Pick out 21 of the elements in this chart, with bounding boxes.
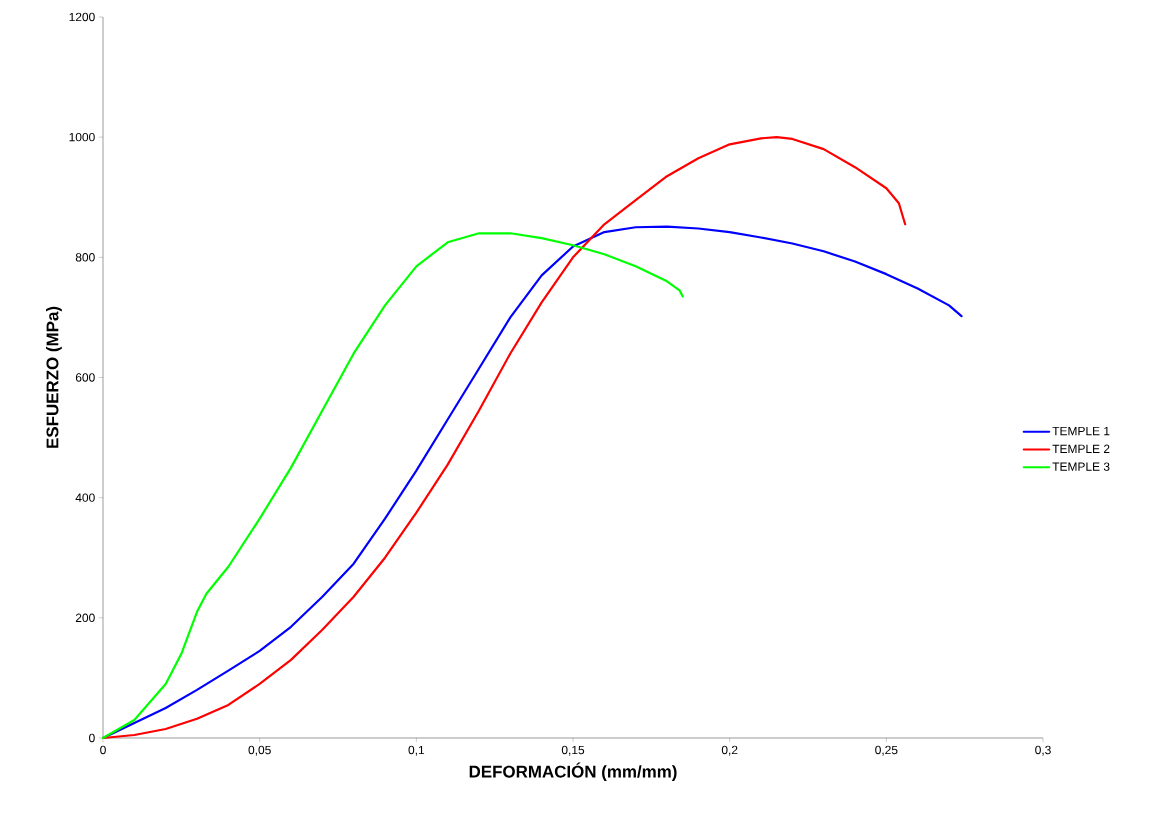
y-tick-label: 0	[89, 733, 95, 743]
line-series	[101, 136, 907, 740]
y-axis-title: ESFUERZO (MPa)	[46, 306, 62, 448]
x-tick-label: 0,1	[408, 745, 425, 756]
x-tick-label: 0,25	[875, 745, 898, 756]
legend-label: TEMPLE 1	[1052, 426, 1110, 436]
legend-label: TEMPLE 3	[1052, 462, 1110, 471]
line-series	[101, 232, 684, 740]
x-tick-label: 0,05	[248, 745, 271, 756]
y-tick-label: 800	[75, 253, 95, 262]
y-tick-label: 200	[75, 613, 95, 623]
legend-label: TEMPLE 2	[1052, 444, 1110, 453]
y-tick-label: 1200	[69, 12, 95, 22]
y-tick-label: 400	[75, 493, 95, 502]
x-tick-label: 0,3	[1035, 745, 1051, 756]
x-axis-title: DEFORMACIÓN (mm/mm)	[469, 762, 677, 781]
y-tick-label: 1000	[69, 132, 95, 142]
x-tick-label: 0	[100, 745, 106, 755]
x-tick-label: 0,2	[721, 745, 738, 756]
y-tick-label: 600	[75, 373, 95, 382]
x-tick-label: 0,15	[561, 745, 585, 756]
